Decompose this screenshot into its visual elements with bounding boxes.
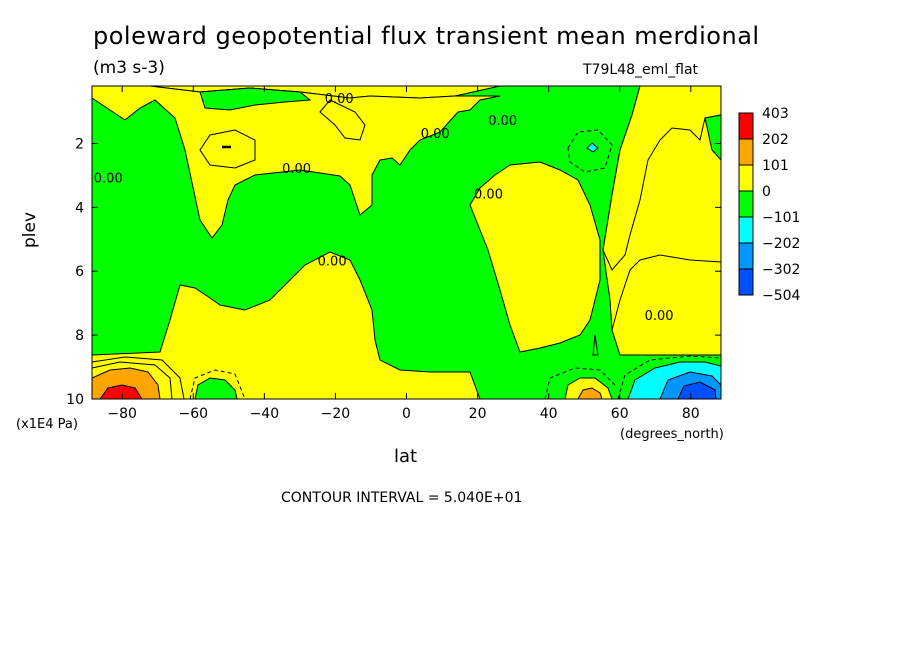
x-tick-label: 60	[611, 406, 629, 422]
contour-loop-sw-2	[92, 356, 185, 399]
field-strong-positive-50n	[577, 387, 603, 399]
x-tick-label: 40	[540, 406, 558, 422]
contour-loop-60s	[199, 129, 256, 169]
field-negative-bubble-60s	[194, 377, 238, 399]
contour-loop-60s-dashed	[189, 369, 246, 399]
colorbar-swatch	[738, 112, 754, 140]
colorbar-label: −504	[762, 288, 801, 304]
field-positive-island-upper-left	[92, 86, 501, 239]
contour-label: 0.00	[488, 114, 517, 129]
contour-labels: 0.00 0.00 0.00 0.00 0.00 0.00 0.00 0.00	[94, 92, 674, 324]
y-tick-label: 2	[75, 136, 84, 152]
contour-label: 0.00	[645, 309, 674, 324]
colorbar-swatch	[738, 216, 754, 244]
dataset-label: T79L48_eml_flat	[583, 62, 699, 78]
field-strong-negative-dot-50n	[586, 142, 599, 153]
colorbar-label: −202	[762, 236, 800, 252]
x-tick-label: −40	[250, 406, 280, 422]
axis-ticks: −80 −60 −40 −20 0 20 40 60 80 2 4 6 8 10	[66, 86, 721, 422]
colorbar-swatch	[738, 268, 754, 296]
contour-loop-50n-dashed	[567, 129, 613, 173]
contour-interval: CONTOUR INTERVAL = 5.040E+01	[281, 490, 523, 506]
y-tick-label: 8	[75, 328, 84, 344]
field-negative-patch-top-right	[704, 114, 721, 161]
field-positive-island-lower-right	[611, 254, 721, 356]
colorbar-label: 0	[762, 184, 771, 200]
colorbar-label: −302	[762, 262, 800, 278]
field-positive-island-center	[469, 161, 601, 353]
colorbar-label: 101	[762, 158, 789, 174]
colorbar-label: 403	[762, 106, 789, 122]
plot-field	[92, 86, 721, 399]
field-positive-island-upper-mid	[319, 99, 366, 141]
chart-title: poleward geopotential flux transient mea…	[93, 22, 760, 50]
x-tick-label: −60	[179, 406, 209, 422]
contour-label: 0.00	[421, 127, 450, 142]
y-tick-label: 10	[66, 392, 84, 408]
colorbar-label: 202	[762, 132, 789, 148]
chart-units: (m3 s-3)	[93, 58, 165, 78]
field-negative-patch-top-left	[199, 87, 312, 111]
contour-loop-ne-dashed	[617, 355, 721, 399]
x-axis-label: lat	[394, 446, 418, 467]
colorbar-swatch	[738, 242, 754, 270]
contour-label: 0.00	[94, 172, 123, 187]
x-tick-label: −20	[321, 406, 351, 422]
field-max-positive-sw	[99, 384, 143, 399]
colorbar-label: −101	[762, 210, 800, 226]
field-positive-island-lower-left	[92, 251, 481, 399]
field-negative-dip-55n	[592, 334, 599, 356]
x-tick-label: 0	[402, 406, 411, 422]
y-tick-label: 6	[75, 264, 84, 280]
contour-loop-sw-1	[92, 361, 173, 399]
x-tick-label: 20	[469, 406, 487, 422]
y-tick-label: 4	[75, 200, 84, 216]
colorbar-swatch	[738, 164, 754, 192]
y-axis-units: (x1E4 Pa)	[16, 417, 78, 432]
x-axis-units: (degrees_north)	[620, 427, 724, 442]
colorbar-swatch	[738, 138, 754, 166]
colorbar: 403 202 101 0 −101 −202 −302 −504	[738, 106, 801, 304]
contour-label: 0.00	[282, 162, 311, 177]
contour-label: 0.00	[325, 92, 354, 107]
field-max-negative-ne	[677, 381, 717, 399]
contour-label: 0.00	[318, 255, 347, 270]
contour-loop-45n-dashed	[544, 367, 616, 399]
x-tick-label: 80	[682, 406, 700, 422]
x-tick-label: −80	[107, 406, 137, 422]
colorbar-swatch	[738, 190, 754, 218]
contour-label: 0.00	[474, 188, 503, 203]
